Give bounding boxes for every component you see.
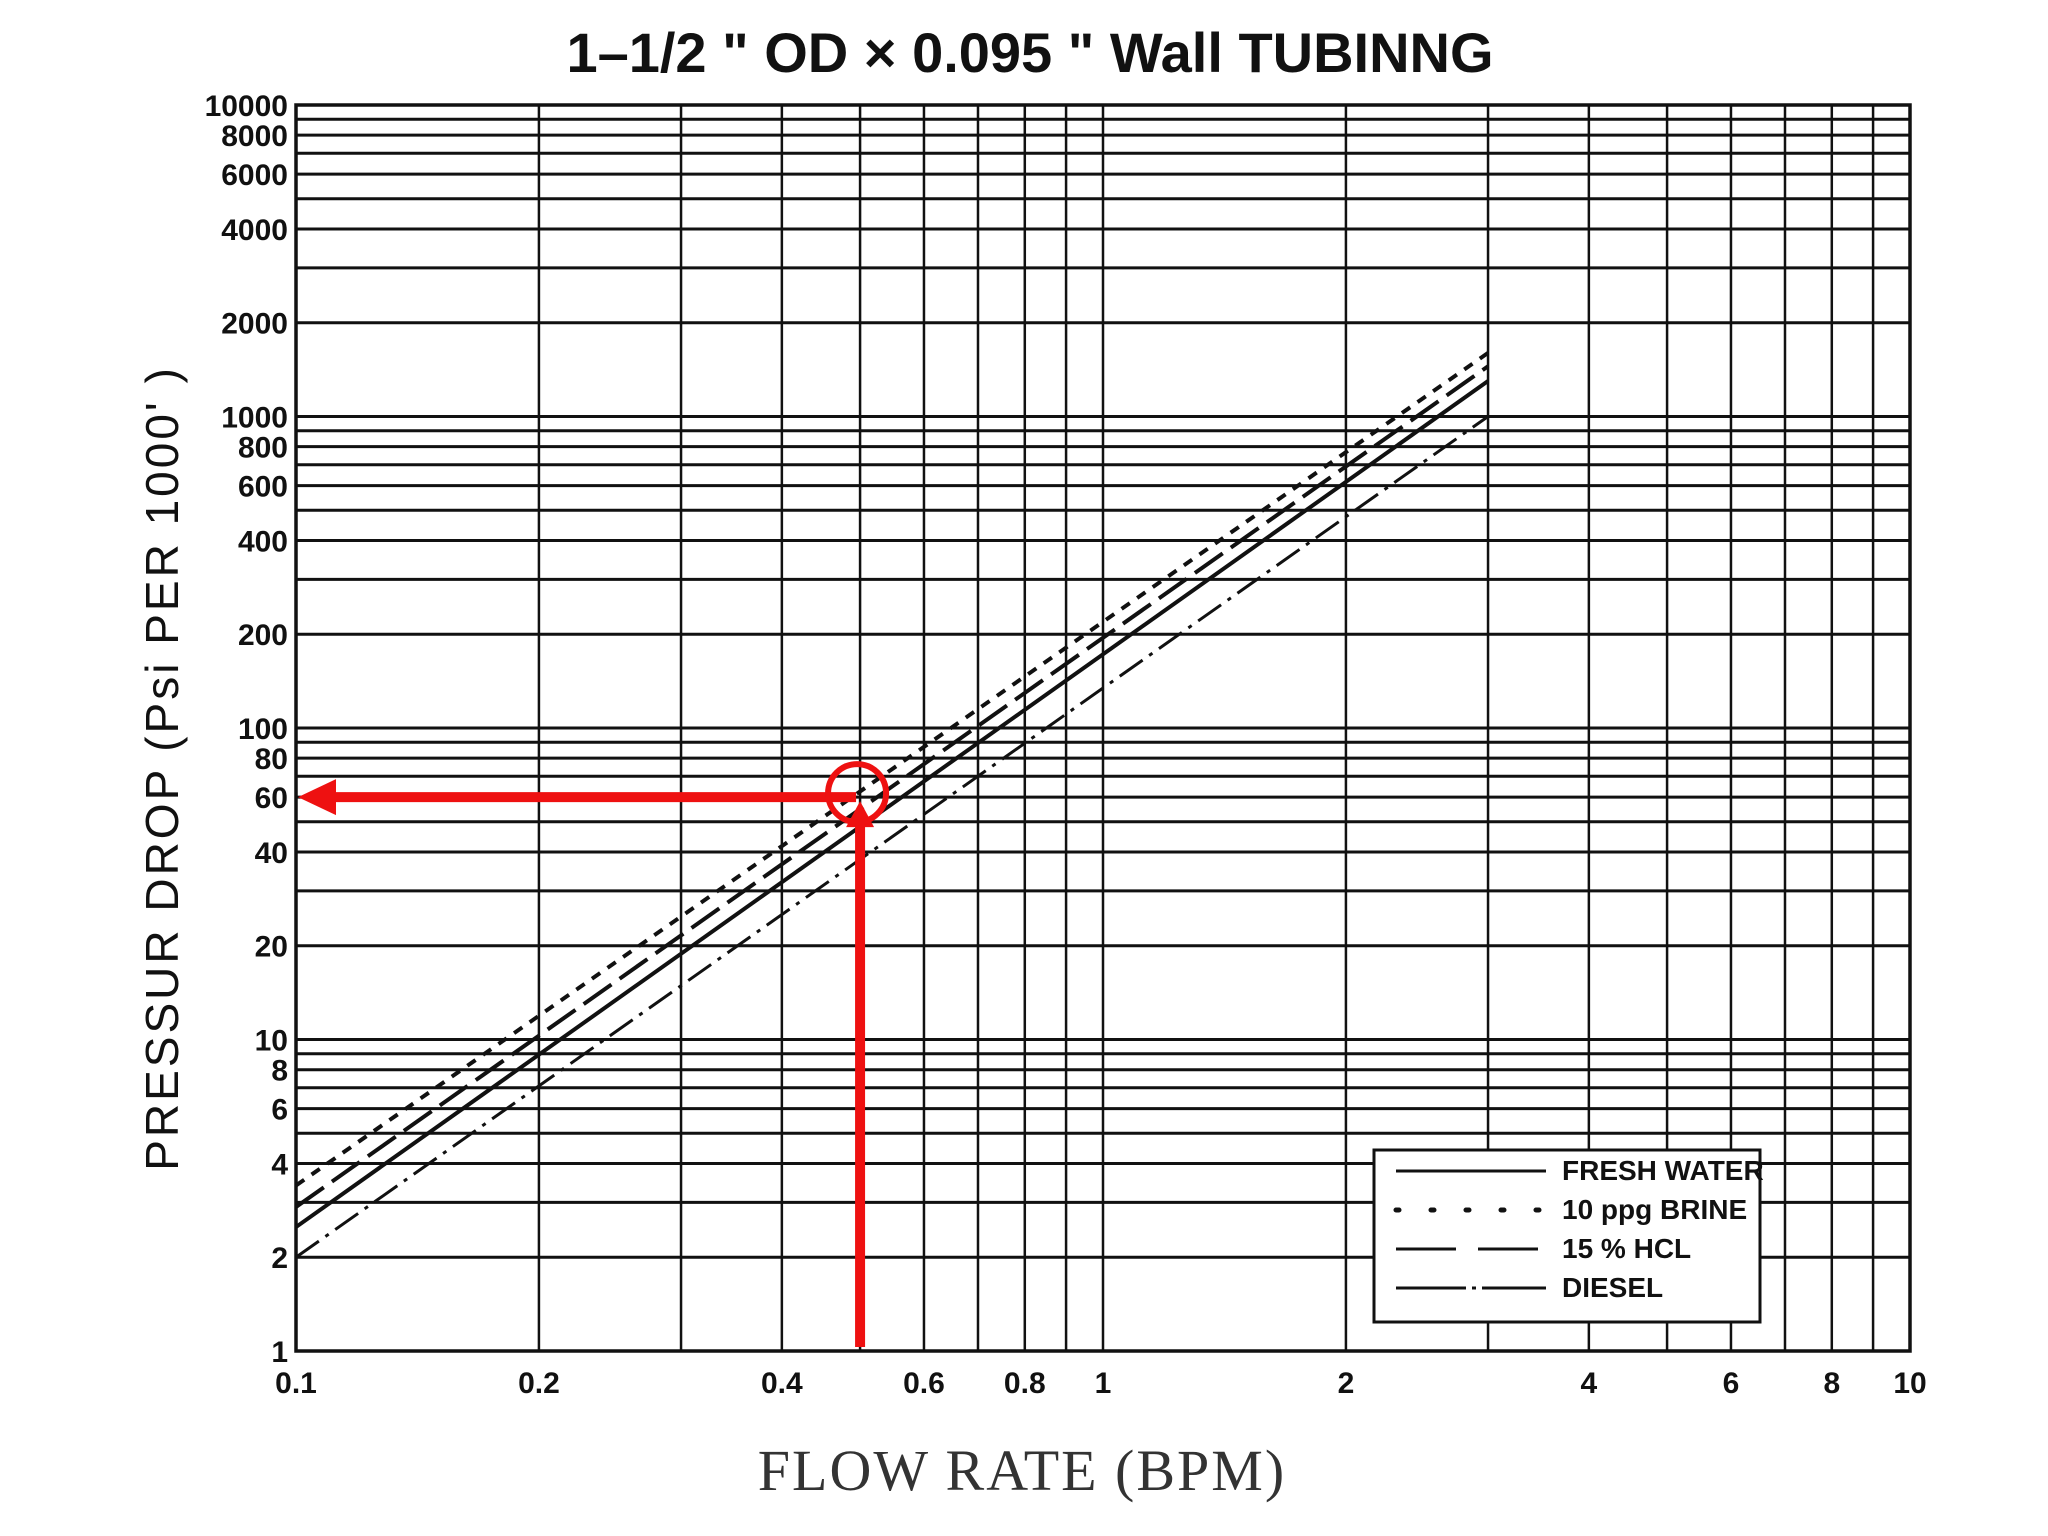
y-tick-label: 2000 bbox=[221, 308, 288, 341]
y-tick-label: 400 bbox=[238, 525, 288, 558]
y-tick-label: 10000 bbox=[205, 90, 288, 123]
legend-box bbox=[1372, 1148, 1762, 1324]
chart-title: 1–1/2 " OD × 0.095 " Wall TUBINNG bbox=[566, 21, 1493, 84]
x-tick-labels: 0.1 0.2 0.4 0.6 0.8 1 2 4 6 8 10 bbox=[275, 1367, 1927, 1400]
y-tick-label: 1000 bbox=[221, 402, 288, 435]
y-tick-label: 20 bbox=[255, 931, 288, 964]
x-tick-label: 4 bbox=[1581, 1367, 1598, 1400]
reading-point-circle bbox=[825, 761, 890, 826]
legend-label: 10 ppg BRINE bbox=[1562, 1194, 1747, 1225]
y-tick-label: 2 bbox=[271, 1242, 288, 1275]
y-tick-label: 1 bbox=[271, 1336, 288, 1369]
y-tick-label: 4 bbox=[271, 1148, 288, 1181]
x-axis-label: FLOW RATE (BPM) bbox=[758, 1438, 1286, 1503]
legend: FRESH WATER 10 ppg BRINE 15 % HCL DIESEL bbox=[1372, 1148, 1764, 1324]
plot-frame bbox=[294, 103, 1912, 1353]
y-tick-label: 600 bbox=[238, 471, 288, 504]
series-lines bbox=[296, 351, 1490, 1259]
plot-border bbox=[294, 103, 1912, 1353]
y-tick-label: 40 bbox=[255, 837, 288, 870]
series-line-diesel bbox=[296, 415, 1489, 1259]
series-line-10-ppg-brine bbox=[296, 351, 1490, 1188]
y-tick-label: 10 bbox=[255, 1025, 288, 1058]
y-tick-label: 100 bbox=[238, 713, 288, 746]
x-tick-label: 2 bbox=[1338, 1367, 1355, 1400]
series-line-fresh-water bbox=[296, 379, 1490, 1229]
y-axis-label: PRESSUR DROP (Psi PER 1000' ) bbox=[136, 365, 188, 1171]
y-tick-label: 8 bbox=[271, 1055, 288, 1088]
legend-label: DIESEL bbox=[1562, 1272, 1663, 1303]
y-tick-label: 4000 bbox=[221, 214, 288, 247]
x-tick-label: 6 bbox=[1723, 1367, 1740, 1400]
x-tick-label: 8 bbox=[1823, 1367, 1840, 1400]
x-tick-label: 0.4 bbox=[761, 1367, 803, 1400]
series-line-15-hcl bbox=[296, 364, 1490, 1209]
left-arrowhead bbox=[298, 779, 336, 816]
y-tick-label: 6000 bbox=[221, 159, 288, 192]
y-tick-label: 800 bbox=[238, 432, 288, 465]
y-tick-label: 8000 bbox=[221, 120, 288, 153]
x-tick-label: 1 bbox=[1095, 1367, 1112, 1400]
x-tick-label: 0.1 bbox=[275, 1367, 317, 1400]
y-tick-label: 80 bbox=[255, 743, 288, 776]
x-tick-label: 0.8 bbox=[1004, 1367, 1046, 1400]
x-tick-label: 10 bbox=[1893, 1367, 1926, 1400]
legend-label: 15 % HCL bbox=[1562, 1233, 1691, 1264]
x-tick-label: 0.6 bbox=[903, 1367, 945, 1400]
reading-annotation bbox=[298, 761, 890, 1347]
y-tick-label: 200 bbox=[238, 619, 288, 652]
legend-label: FRESH WATER bbox=[1562, 1155, 1764, 1186]
x-tick-label: 0.2 bbox=[518, 1367, 560, 1400]
y-tick-label: 6 bbox=[271, 1094, 288, 1127]
y-tick-label: 60 bbox=[255, 782, 288, 815]
